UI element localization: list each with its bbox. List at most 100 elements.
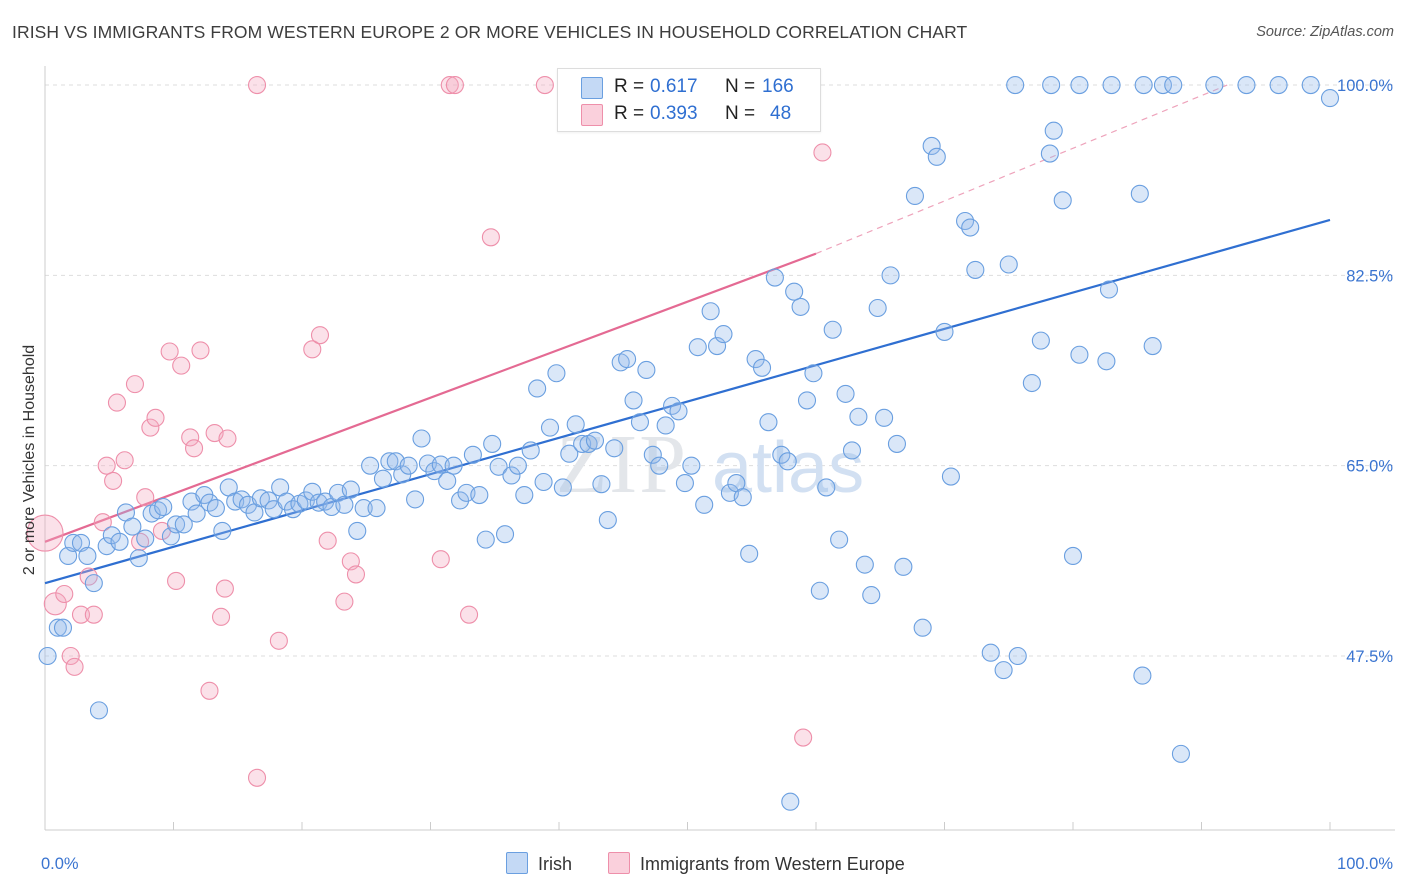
irish-point: [618, 350, 637, 369]
irish-point: [1102, 76, 1121, 95]
irish-point: [206, 499, 225, 518]
irish-point: [431, 455, 450, 474]
irish-point: [161, 527, 180, 546]
irish-point: [881, 266, 900, 285]
immigrants-point: [813, 143, 832, 162]
irish-point: [981, 643, 1000, 662]
immigrants-point: [160, 342, 179, 361]
irish-point: [781, 792, 800, 811]
immigrants-point: [136, 488, 155, 507]
irish-point: [451, 491, 470, 510]
irish-point: [637, 360, 656, 380]
immigrants-point: [125, 375, 144, 394]
irish-point: [688, 338, 707, 357]
irish-point: [714, 325, 733, 344]
irish-point: [1063, 546, 1083, 565]
irish-point: [817, 478, 836, 497]
irish-point: [675, 474, 694, 493]
irish-point: [804, 364, 823, 383]
irish-point: [521, 441, 540, 460]
immigrants-point: [43, 592, 67, 616]
irish-point: [174, 515, 193, 534]
irish-point: [508, 456, 527, 475]
irish-point: [483, 434, 502, 453]
irish-point: [1237, 76, 1256, 95]
immigrants-point: [247, 768, 267, 787]
irish-point: [669, 402, 688, 421]
irish-point: [560, 444, 579, 463]
immigrants-point: [26, 514, 64, 552]
watermark-atlas: atlas: [712, 428, 864, 508]
immigrants-point: [84, 605, 103, 624]
irish-point: [778, 452, 797, 471]
irish-point: [1040, 144, 1059, 163]
irish-point: [994, 661, 1013, 680]
legend-irish-n-label: N =: [725, 76, 756, 97]
irish-point: [1143, 337, 1162, 356]
irish-point: [213, 521, 232, 540]
immigrants-point: [440, 76, 459, 95]
immigrants-point: [65, 657, 84, 676]
y-axis-title: 2 or more Vehicles in Household: [21, 344, 38, 576]
irish-point: [1031, 331, 1050, 350]
irish-point: [380, 452, 399, 471]
bottom-legend-irish-label: Irish: [538, 854, 573, 874]
immigrants-point: [185, 439, 204, 458]
immigrants-point: [172, 356, 191, 375]
axes: [44, 66, 1395, 831]
irish-point: [528, 379, 547, 398]
irish-point: [348, 521, 367, 540]
irish-point: [418, 454, 437, 473]
trend-line-irish: [44, 218, 1331, 585]
irish-point: [438, 471, 457, 490]
irish-point: [1133, 666, 1152, 685]
irish-point: [1134, 76, 1153, 95]
irish-point: [887, 434, 907, 453]
immigrants-point: [459, 605, 479, 624]
irish-point: [1006, 76, 1025, 95]
irish-point: [650, 456, 669, 475]
irish-point: [463, 445, 482, 464]
immigrants-point: [211, 607, 231, 626]
irish-point: [1053, 191, 1072, 210]
irish-point: [913, 618, 932, 637]
irish-point: [412, 429, 431, 448]
stats-legend: R = 0.617 N = 166 R = 0.393 N = 48: [557, 68, 821, 132]
irish-point: [961, 218, 980, 237]
irish-point: [1153, 76, 1172, 95]
irish-point: [38, 646, 57, 666]
source-credit: Source: ZipAtlas.com: [1256, 24, 1394, 40]
irish-point: [1130, 184, 1149, 203]
irish-point: [1164, 76, 1183, 95]
irish-point: [855, 555, 874, 574]
irish-point: [935, 322, 954, 341]
series-irish-points: [38, 76, 1340, 811]
irish-point: [1008, 646, 1027, 666]
irish-point: [489, 457, 508, 476]
irish-point: [695, 495, 714, 514]
irish-point: [1171, 744, 1190, 763]
immigrants-point: [303, 340, 322, 359]
irish-point: [354, 499, 373, 518]
legend-swatch-irish: [581, 77, 603, 99]
irish-point: [1269, 76, 1288, 95]
irish-point: [1044, 121, 1063, 140]
trend-lines: [44, 84, 1331, 585]
irish-point: [341, 480, 360, 499]
immigrants-point: [146, 408, 165, 427]
tick-labels: 47.5% 65.0% 82.5% 100.0% 0.0% 100.0%: [41, 77, 1393, 873]
irish-point: [922, 136, 941, 156]
irish-point: [102, 526, 121, 545]
y-tick-label-3: 100.0%: [1337, 77, 1393, 95]
irish-point: [187, 504, 206, 523]
irish-point: [89, 701, 109, 720]
irish-point: [303, 482, 322, 501]
irish-point: [154, 497, 173, 517]
irish-point: [862, 586, 881, 605]
irish-point: [842, 441, 862, 460]
immigrants-point: [104, 471, 123, 490]
bottom-legend-irish: Irish: [506, 852, 572, 876]
irish-point: [129, 549, 148, 568]
y-tick-label-1: 65.0%: [1346, 458, 1393, 476]
